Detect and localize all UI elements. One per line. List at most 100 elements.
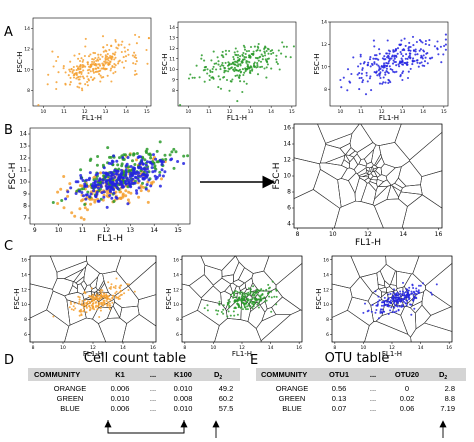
data-point — [399, 290, 402, 293]
data-point — [395, 310, 398, 313]
data-point — [243, 303, 246, 305]
data-point — [387, 57, 390, 60]
data-point — [270, 290, 273, 293]
data-point — [415, 297, 418, 300]
data-point — [407, 289, 410, 292]
data-point — [144, 187, 148, 191]
data-point — [106, 304, 109, 307]
x-tick-label: 8 — [183, 345, 186, 351]
data-point — [78, 207, 82, 211]
data-point — [356, 73, 359, 76]
data-point — [141, 185, 145, 189]
data-point — [411, 284, 414, 287]
voronoi-cell — [121, 314, 157, 343]
data-point — [57, 71, 60, 74]
x-tick-label: 13 — [103, 109, 109, 115]
data-point — [391, 54, 394, 57]
data-point — [378, 52, 381, 55]
data-point — [244, 70, 247, 73]
data-point — [119, 289, 122, 292]
data-point — [186, 154, 190, 158]
x-tick-label: 14 — [268, 109, 274, 115]
data-point — [64, 197, 68, 201]
data-point — [55, 81, 58, 84]
table-cell: ... — [150, 404, 156, 413]
data-point — [152, 153, 155, 157]
data-point — [238, 74, 241, 77]
data-point — [78, 298, 81, 301]
data-point — [393, 60, 396, 64]
data-point — [241, 301, 244, 304]
data-point — [67, 74, 70, 77]
data-point — [376, 74, 379, 77]
voronoi-cell — [200, 255, 237, 271]
y-axis-label: FSC-H — [272, 162, 282, 189]
data-point — [239, 55, 242, 58]
data-point — [245, 56, 248, 59]
x-tick-label: 8 — [333, 345, 336, 351]
table-cell: 60.2 — [219, 394, 234, 403]
data-point — [444, 33, 447, 36]
data-point — [212, 77, 215, 80]
y-tick-label: 14 — [283, 141, 291, 148]
data-point — [86, 80, 89, 84]
data-point — [93, 77, 96, 80]
data-point — [401, 54, 405, 58]
y-tick-label: 11 — [169, 56, 175, 62]
data-point — [257, 302, 260, 305]
y-tick-label: 16 — [323, 257, 329, 263]
data-point — [68, 306, 71, 309]
data-point — [385, 64, 389, 67]
data-point — [267, 57, 270, 60]
data-point — [379, 72, 382, 75]
x-axis-label: FL1-H — [232, 350, 252, 358]
otu-header-otu20: OTU20 — [395, 370, 419, 379]
data-point — [213, 62, 216, 65]
data-point — [217, 60, 220, 63]
data-point — [243, 46, 246, 49]
data-point — [258, 295, 261, 298]
data-point — [87, 72, 90, 75]
cell-count-header-ellipsis: ... — [150, 370, 156, 379]
data-point — [89, 157, 93, 161]
data-point — [96, 186, 100, 190]
data-point — [120, 171, 124, 175]
data-point — [244, 296, 246, 298]
data-point — [424, 56, 427, 59]
data-point — [400, 295, 403, 298]
data-point — [134, 176, 138, 179]
data-point — [70, 68, 73, 71]
data-point — [78, 52, 81, 55]
data-point — [246, 305, 249, 308]
data-point — [269, 50, 272, 53]
data-point — [369, 75, 372, 78]
data-point — [137, 179, 141, 183]
data-point — [128, 43, 131, 46]
data-point — [389, 300, 392, 303]
data-point — [442, 53, 445, 56]
data-point — [115, 46, 118, 49]
data-point — [114, 64, 117, 67]
data-point — [399, 300, 402, 303]
data-point — [252, 305, 255, 308]
data-point — [145, 160, 149, 164]
data-point — [149, 161, 153, 165]
data-point — [387, 305, 390, 308]
data-point — [83, 299, 86, 302]
data-point — [408, 54, 411, 57]
data-point — [153, 164, 157, 168]
data-point — [106, 43, 109, 47]
data-point — [433, 45, 436, 48]
x-tick-label: 13 — [248, 109, 254, 115]
table-cell: ... — [370, 404, 376, 413]
data-point — [387, 297, 390, 300]
data-point — [68, 68, 71, 71]
data-point — [133, 73, 136, 76]
data-point — [212, 50, 215, 53]
data-point — [243, 306, 246, 308]
data-point — [86, 75, 89, 78]
data-point — [379, 76, 382, 80]
data-point — [128, 184, 132, 188]
otu-header-ellipsis: ... — [370, 370, 376, 379]
data-point — [109, 171, 113, 174]
